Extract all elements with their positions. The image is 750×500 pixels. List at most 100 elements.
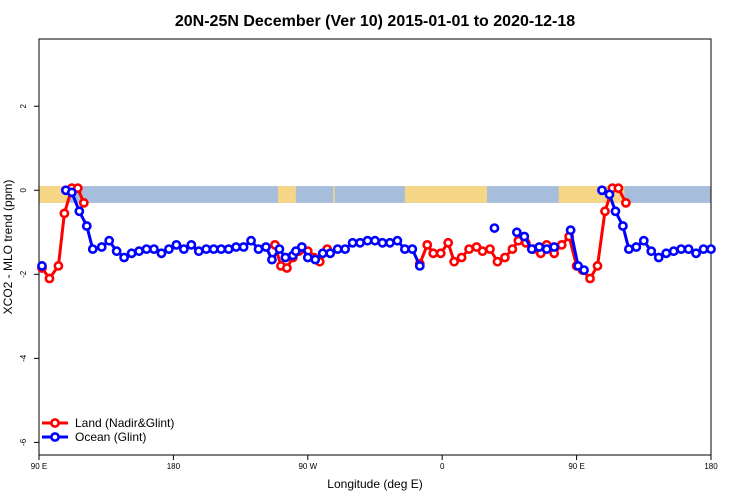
data-point bbox=[456, 252, 467, 263]
data-point bbox=[362, 235, 373, 246]
data-point bbox=[422, 239, 433, 250]
x-tick-label: 90 E bbox=[568, 462, 584, 471]
data-point bbox=[541, 244, 552, 255]
data-point bbox=[646, 246, 657, 257]
data-point bbox=[631, 242, 642, 252]
data-point bbox=[507, 244, 518, 255]
data-point bbox=[477, 246, 488, 257]
data-point bbox=[87, 244, 98, 255]
data-point bbox=[485, 244, 495, 255]
data-point bbox=[208, 244, 219, 255]
data-point bbox=[317, 248, 328, 259]
data-point bbox=[464, 244, 474, 255]
data-point bbox=[597, 185, 607, 196]
data-point bbox=[489, 223, 500, 233]
map-land-span bbox=[333, 186, 335, 203]
data-point bbox=[511, 227, 522, 238]
x-axis-ticks: 90 E 180 90 W 0 90 E 180 bbox=[31, 455, 718, 471]
data-point bbox=[164, 244, 174, 255]
data-point bbox=[377, 237, 388, 248]
data-point bbox=[613, 183, 624, 194]
data-point bbox=[355, 237, 365, 248]
data-point bbox=[620, 197, 631, 208]
data-point bbox=[223, 244, 234, 255]
data-point bbox=[104, 235, 115, 246]
data-point bbox=[281, 263, 292, 273]
data-point bbox=[302, 252, 313, 263]
x-tick-label: 90 W bbox=[298, 462, 317, 471]
data-point bbox=[216, 244, 227, 255]
data-point bbox=[500, 252, 510, 263]
data-point bbox=[111, 246, 122, 257]
data-point bbox=[59, 208, 70, 219]
data-point bbox=[238, 242, 249, 252]
data-point bbox=[119, 252, 130, 263]
x-tick-label: 180 bbox=[704, 462, 718, 471]
y-axis-label: XCO2 - MLO trend (ppm) bbox=[1, 180, 15, 315]
data-point bbox=[310, 254, 321, 265]
y-tick-label: -6 bbox=[19, 438, 28, 446]
y-tick-label: -2 bbox=[19, 270, 28, 278]
data-point bbox=[449, 256, 460, 267]
data-point bbox=[592, 261, 603, 271]
data-point bbox=[186, 239, 197, 250]
data-point bbox=[81, 221, 92, 231]
data-point bbox=[600, 206, 610, 217]
data-point bbox=[126, 248, 137, 259]
data-point bbox=[253, 244, 264, 255]
data-point bbox=[653, 252, 664, 263]
data-point bbox=[585, 273, 595, 284]
data-point bbox=[156, 248, 167, 259]
data-point bbox=[407, 244, 418, 255]
map-land-span bbox=[404, 186, 487, 203]
x-tick-label: 0 bbox=[440, 462, 445, 471]
data-point bbox=[668, 246, 679, 257]
data-point bbox=[392, 235, 403, 246]
data-point bbox=[325, 248, 336, 259]
x-tick-label: 180 bbox=[167, 462, 181, 471]
data-point bbox=[296, 242, 307, 252]
data-point bbox=[579, 265, 589, 276]
data-point bbox=[340, 244, 351, 255]
x-tick-label: 90 E bbox=[31, 462, 47, 471]
data-point bbox=[661, 248, 672, 259]
y-tick-label: 2 bbox=[19, 103, 28, 108]
data-point bbox=[698, 244, 709, 255]
legend-label: Ocean (Glint) bbox=[75, 430, 146, 444]
data-point bbox=[610, 206, 621, 217]
data-point bbox=[428, 248, 439, 259]
data-point bbox=[370, 235, 380, 246]
data-point bbox=[534, 242, 545, 252]
chart-title: 20N-25N December (Ver 10) 2015-01-01 to … bbox=[175, 13, 575, 30]
data-point bbox=[141, 244, 152, 255]
data-point bbox=[492, 256, 503, 267]
background-map-strip bbox=[39, 186, 711, 203]
legend-label: Land (Nadir&Glint) bbox=[75, 416, 174, 430]
legend-marker bbox=[50, 418, 60, 428]
map-ocean-band bbox=[39, 186, 711, 203]
data-point bbox=[74, 206, 85, 217]
data-point bbox=[44, 273, 55, 284]
data-point bbox=[66, 187, 77, 198]
data-point bbox=[676, 244, 687, 255]
data-point bbox=[414, 261, 425, 271]
y-axis-ticks: 2 0 -2 -4 -6 bbox=[19, 103, 39, 446]
y-tick-label: -4 bbox=[19, 354, 28, 362]
data-point bbox=[37, 261, 47, 271]
data-point bbox=[623, 244, 634, 255]
data-point bbox=[347, 237, 358, 248]
data-point bbox=[96, 242, 107, 252]
data-point bbox=[261, 242, 271, 252]
data-point bbox=[526, 244, 537, 255]
x-axis-label: Longitude (deg E) bbox=[327, 477, 422, 491]
data-point bbox=[683, 244, 694, 255]
data-point bbox=[193, 246, 204, 257]
data-point bbox=[706, 244, 716, 255]
data-point bbox=[134, 246, 144, 257]
data-point bbox=[638, 235, 649, 246]
legend-marker bbox=[50, 432, 60, 442]
y-tick-label: 0 bbox=[19, 187, 28, 192]
data-point bbox=[604, 189, 615, 200]
data-point bbox=[443, 237, 454, 248]
